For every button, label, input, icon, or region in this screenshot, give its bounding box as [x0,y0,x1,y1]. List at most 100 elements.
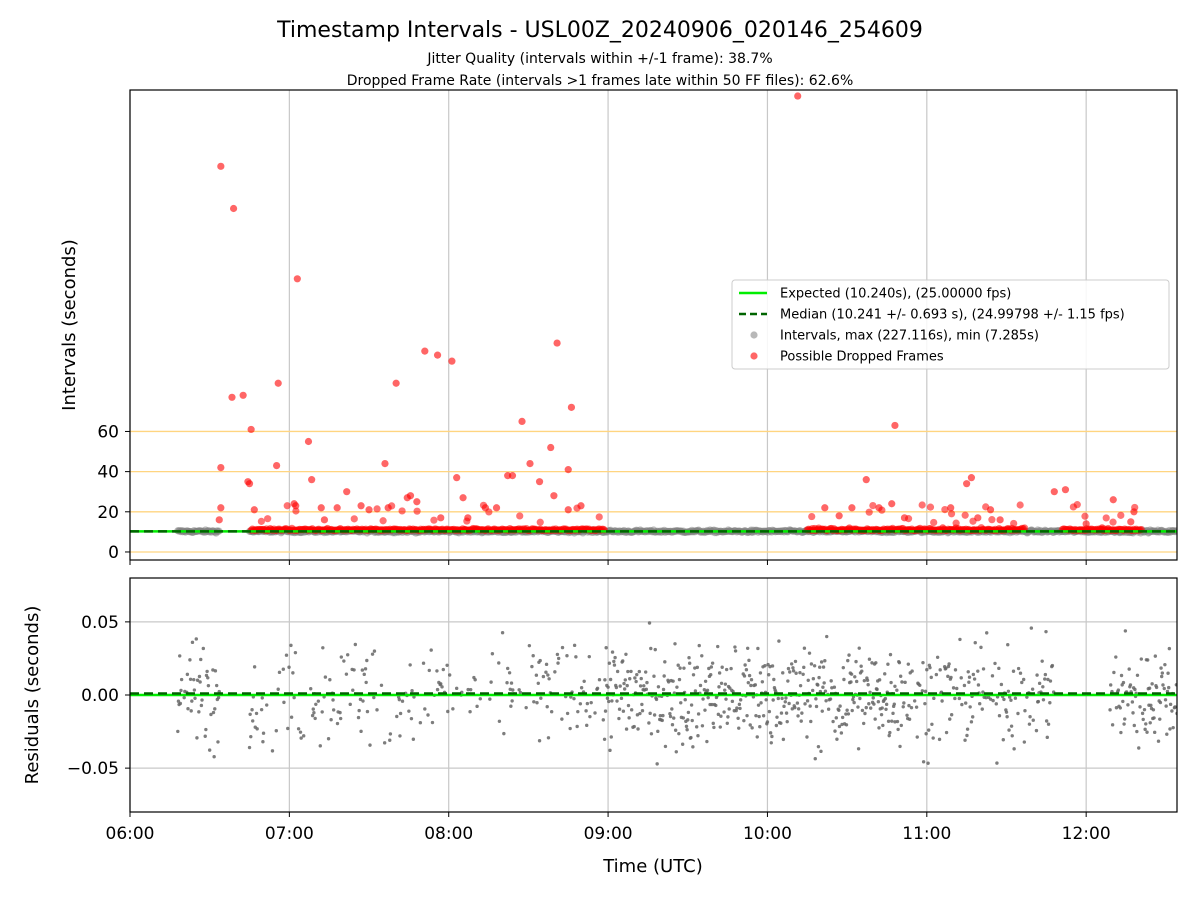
residual-point [774,723,779,728]
residual-point [990,674,995,678]
residual-point [344,672,349,676]
residual-point [746,680,751,685]
residual-point [832,685,837,689]
residual-point [612,659,616,664]
residual-point [199,703,204,708]
residual-point [991,698,995,703]
residual-point [925,668,929,672]
residual-point [617,716,621,721]
residual-point [867,657,872,661]
residual-point [410,689,414,693]
residual-point [1161,683,1165,687]
residual-point [1041,685,1045,689]
top-ytick-label: 0 [108,543,119,563]
residual-point [736,716,740,720]
residual-point [860,708,865,713]
residual-point [798,683,803,688]
residual-point [261,740,265,744]
residual-point [906,662,911,666]
residual-point [681,716,686,720]
residual-point [643,670,648,674]
residual-point [947,662,951,666]
residual-point [714,703,718,708]
residual-point [338,710,342,715]
residual-point [539,696,543,700]
dropped-frame-point [963,480,971,488]
residual-point [839,731,844,735]
residual-point [767,709,772,714]
x-axis-label: Time (UTC) [602,856,703,877]
residual-point [671,679,675,683]
x-tick-label: 06:00 [106,824,155,844]
residual-point [795,701,800,705]
dropped-frame-point [459,494,467,502]
residual-point [874,661,878,665]
residual-point [853,675,857,679]
residual-point [585,723,589,728]
residual-point [190,640,195,645]
residual-point [1027,722,1032,726]
residual-point [652,674,656,678]
residual-point [926,761,930,765]
dropped-frame-point [492,504,501,512]
residual-point [726,715,730,719]
residual-point [1163,698,1168,702]
residual-point [923,701,927,706]
top-panel: 0 20 40 60 [97,89,1178,565]
residual-point [466,687,470,692]
residual-point [879,712,884,717]
residual-point [707,666,711,671]
residual-point [199,657,203,662]
dropped-frame-point [1021,524,1029,532]
residual-point [1152,730,1157,735]
residual-point [216,695,221,700]
residual-point [884,702,889,707]
dropped-frame-point [577,502,585,510]
residual-point [639,676,643,681]
residual-point [1041,698,1046,702]
residual-point [787,701,791,706]
residual-point [676,663,680,667]
residual-point [1158,717,1162,721]
dropped-frame-point [564,466,572,474]
residual-point [608,748,612,753]
residual-point [198,680,202,684]
residual-point [511,688,515,692]
residual-point [1122,722,1126,726]
residual-point [705,739,709,744]
residual-point [1118,706,1122,710]
dropped-frame-point [550,492,558,500]
residual-point [277,670,282,675]
residual-point [298,730,303,734]
residual-point [252,665,257,669]
residual-point [375,708,379,712]
residual-point [335,721,340,726]
residual-point [786,666,791,671]
residual-point [358,697,363,702]
residual-point [967,675,972,679]
residual-point [607,661,612,665]
residual-point [1130,700,1135,704]
residual-point [647,621,652,625]
residual-point [758,671,763,675]
residual-point [717,685,721,689]
residual-point [624,652,628,656]
residual-point [1140,711,1145,716]
residual-point [711,721,715,726]
residual-point [784,711,789,715]
residual-point [427,668,431,673]
residual-point [556,661,560,665]
dropped-frame-point [1081,512,1089,520]
residual-point [856,747,861,751]
residual-point [209,712,213,717]
residual-point [685,728,689,732]
residual-point [686,718,690,722]
dropped-frame-point [918,501,926,509]
residual-point [675,685,679,689]
dropped-frame-point [239,391,247,399]
residual-point [1152,716,1156,720]
top-axes-frame [129,89,1178,561]
residual-point [733,645,737,649]
residual-point [710,661,715,665]
residual-point [663,660,667,664]
